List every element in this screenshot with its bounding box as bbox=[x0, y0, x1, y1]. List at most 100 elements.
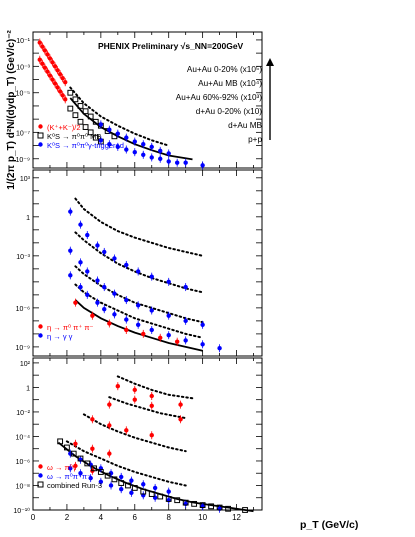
data-point bbox=[140, 488, 147, 495]
data-point bbox=[111, 133, 118, 140]
data-point bbox=[135, 269, 141, 274]
y-tick-label: 10³ bbox=[20, 176, 31, 183]
data-point bbox=[124, 297, 129, 303]
data-point bbox=[67, 89, 74, 96]
data-point bbox=[90, 313, 95, 318]
data-point bbox=[112, 256, 117, 261]
data-point bbox=[60, 76, 65, 81]
data-point bbox=[149, 393, 154, 399]
data-point bbox=[149, 403, 154, 409]
data-point bbox=[73, 463, 78, 469]
data-point bbox=[42, 65, 48, 70]
y-tick-label: 10⁻⁵ bbox=[16, 91, 30, 98]
data-point bbox=[107, 402, 112, 407]
data-point bbox=[95, 300, 100, 305]
y-tick-label: 10⁻⁴ bbox=[16, 434, 31, 441]
legend-label: ω → π⁰γ bbox=[47, 463, 77, 472]
data-point bbox=[124, 327, 129, 333]
data-point bbox=[132, 397, 137, 402]
y-tick-label: 10⁻⁶ bbox=[16, 306, 30, 313]
data-point bbox=[98, 138, 104, 143]
data-point bbox=[119, 474, 124, 480]
data-point bbox=[200, 342, 205, 347]
data-point bbox=[97, 469, 104, 475]
data-point bbox=[165, 496, 172, 502]
dotted-curve bbox=[74, 197, 204, 257]
data-point bbox=[98, 479, 104, 485]
data-point bbox=[178, 417, 183, 422]
data-point bbox=[166, 151, 171, 156]
system-label: Au+Au MB (x10⁴) bbox=[198, 79, 262, 88]
legend-marker bbox=[37, 481, 44, 488]
system-label: Au+Au 60%-92% (x10³) bbox=[176, 93, 263, 102]
data-point bbox=[87, 129, 94, 136]
data-point bbox=[200, 322, 205, 327]
data-point bbox=[208, 503, 215, 510]
data-point bbox=[191, 500, 198, 507]
data-point bbox=[158, 335, 163, 340]
up-arrow-icon bbox=[266, 58, 274, 140]
data-point bbox=[68, 209, 73, 214]
data-point bbox=[107, 142, 112, 147]
data-point bbox=[112, 312, 117, 317]
data-point bbox=[102, 306, 107, 312]
y-tick-label: 1 bbox=[26, 215, 30, 222]
data-point bbox=[107, 451, 112, 456]
data-point bbox=[72, 112, 79, 119]
data-point bbox=[141, 331, 146, 337]
data-point bbox=[124, 147, 129, 152]
data-point bbox=[132, 139, 137, 144]
data-point bbox=[55, 68, 60, 73]
data-point bbox=[85, 232, 90, 238]
legend-marker bbox=[38, 324, 43, 329]
system-label: Au+Au 0-20% (x10⁵) bbox=[187, 65, 262, 74]
data-point bbox=[104, 472, 111, 479]
data-point bbox=[199, 502, 206, 508]
dotted-curve bbox=[108, 396, 187, 420]
data-point bbox=[84, 460, 91, 467]
panel-omega: 0 2 4 6 8 10 12 10⁻¹⁰ 10⁻⁸ 10⁻⁶ 10⁻⁴ 10⁻² 1 10² ω → π⁰… bbox=[13, 357, 263, 522]
data-point bbox=[217, 345, 222, 351]
data-point bbox=[183, 284, 188, 290]
y-tick-label: 10⁻³ bbox=[16, 254, 30, 261]
data-point bbox=[183, 160, 188, 165]
data-point bbox=[148, 491, 155, 497]
data-point bbox=[57, 72, 63, 77]
x-tick-label: 2 bbox=[65, 513, 70, 522]
data-point bbox=[92, 118, 99, 125]
system-label: p+p bbox=[248, 135, 262, 144]
data-point bbox=[149, 433, 154, 438]
legend-label: combined Run-3 bbox=[47, 481, 102, 490]
data-point bbox=[112, 291, 117, 296]
legend-marker bbox=[38, 333, 43, 338]
dotted-curve bbox=[74, 231, 204, 294]
data-point bbox=[129, 490, 134, 496]
data-point bbox=[178, 402, 183, 407]
y-tick-label: 10⁻⁹ bbox=[16, 157, 30, 164]
data-point bbox=[174, 160, 180, 165]
legend-marker bbox=[38, 142, 43, 147]
legend-label: η → π⁰ π⁺ π⁻ bbox=[47, 323, 93, 332]
data-point bbox=[78, 471, 83, 476]
data-point bbox=[118, 480, 125, 486]
data-point bbox=[183, 318, 188, 324]
data-point bbox=[68, 248, 73, 253]
data-point bbox=[87, 113, 94, 120]
data-point bbox=[158, 156, 163, 161]
data-point bbox=[107, 321, 112, 326]
data-point bbox=[102, 284, 107, 290]
data-point bbox=[141, 482, 146, 487]
dotted-curve bbox=[74, 283, 204, 339]
data-point bbox=[55, 85, 60, 90]
data-point bbox=[78, 222, 83, 227]
y-tick-label: 10⁻⁷ bbox=[16, 130, 30, 137]
solid-curve bbox=[74, 299, 203, 352]
x-tick-label: 6 bbox=[133, 513, 138, 522]
data-point bbox=[77, 455, 84, 462]
x-tick-label: 4 bbox=[99, 513, 104, 522]
data-point bbox=[149, 308, 154, 313]
legend-label: ω → π⁰π⁺π⁻ bbox=[47, 472, 91, 481]
data-point bbox=[90, 417, 95, 422]
